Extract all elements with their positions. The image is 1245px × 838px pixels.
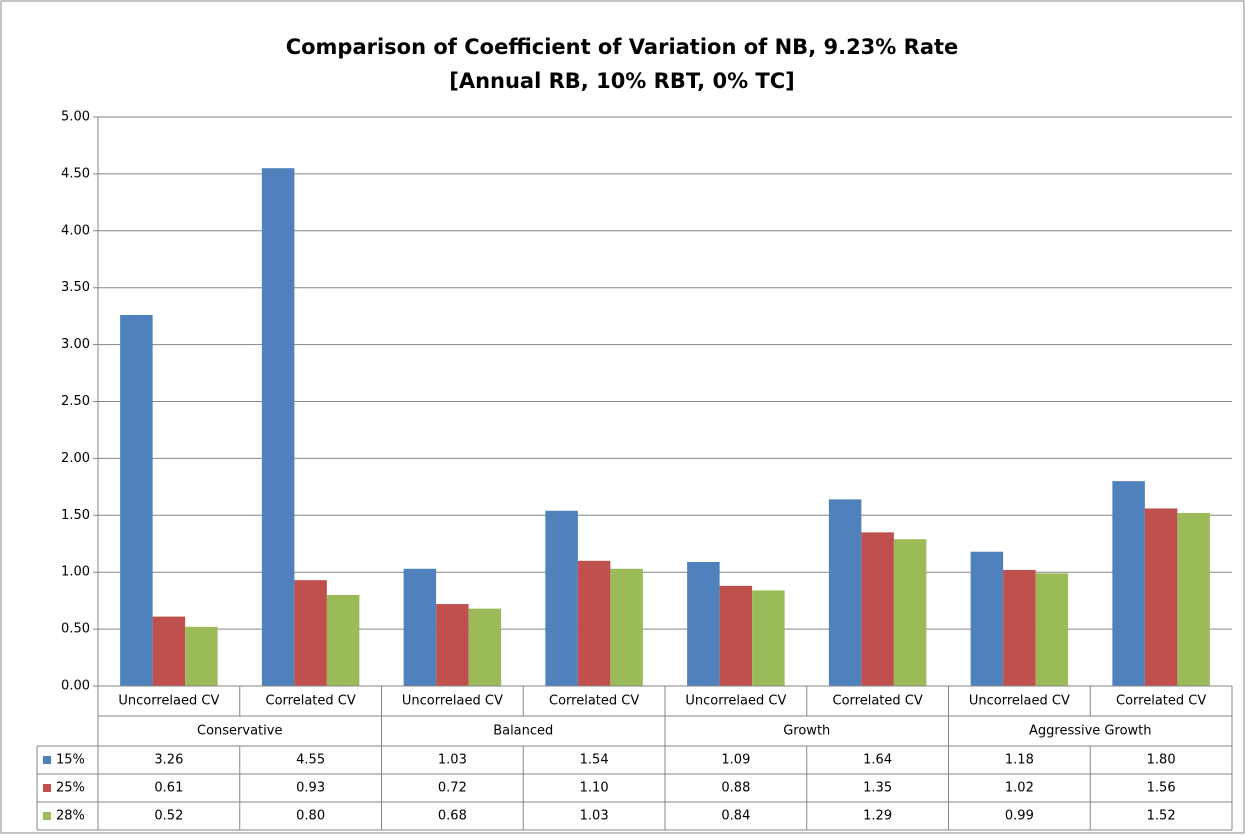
x-tick-label: Uncorrelaed CV <box>969 694 1070 709</box>
table-value: 0.80 <box>296 809 325 824</box>
table-value: 1.02 <box>1005 781 1034 796</box>
bar <box>1144 508 1178 686</box>
table-value: 0.84 <box>721 809 750 824</box>
y-tick-label: 4.00 <box>61 223 90 238</box>
bar <box>120 315 153 686</box>
chart-subtitle: [Annual RB, 10% RBT, 0% TC] <box>449 69 795 93</box>
table-value: 0.93 <box>296 781 325 796</box>
table-value: 1.35 <box>863 781 892 796</box>
y-tick-label: 0.00 <box>61 679 90 694</box>
x-tick-label: Correlated CV <box>833 694 923 709</box>
table-value: 1.52 <box>1147 809 1176 824</box>
table-value: 0.61 <box>154 781 183 796</box>
table-value: 3.26 <box>154 753 183 768</box>
x-tick-label: Uncorrelaed CV <box>685 694 786 709</box>
y-tick-label: 1.00 <box>61 565 90 580</box>
bar <box>185 626 218 686</box>
table-value: 1.09 <box>721 753 750 768</box>
bar <box>152 616 186 686</box>
group-label: Balanced <box>493 724 553 739</box>
table-value: 1.03 <box>580 809 609 824</box>
table-value: 1.56 <box>1147 781 1176 796</box>
legend-key <box>43 784 51 792</box>
legend-key <box>43 756 51 764</box>
bar <box>970 551 1004 686</box>
table-value: 1.29 <box>863 809 892 824</box>
bar <box>403 568 437 686</box>
x-tick-label: Correlated CV <box>549 694 639 709</box>
bar <box>577 560 611 686</box>
bar <box>828 499 862 686</box>
bar <box>468 608 502 686</box>
legend-key <box>43 812 51 820</box>
chart-title: Comparison of Coefficient of Variation o… <box>286 35 959 59</box>
y-tick-label: 2.50 <box>61 394 90 409</box>
table-value: 0.52 <box>154 809 183 824</box>
table-value: 0.88 <box>721 781 750 796</box>
table-value: 1.10 <box>580 781 609 796</box>
table-value: 1.80 <box>1147 753 1176 768</box>
table-value: 0.68 <box>438 809 467 824</box>
group-label: Aggressive Growth <box>1029 724 1152 739</box>
table-value: 1.64 <box>863 753 892 768</box>
bar <box>687 561 720 686</box>
y-tick-label: 3.50 <box>61 280 90 295</box>
bar <box>1003 569 1036 686</box>
y-tick-label: 4.50 <box>61 166 90 181</box>
group-label: Growth <box>783 724 830 739</box>
x-tick-label: Uncorrelaed CV <box>402 694 503 709</box>
bar <box>861 532 894 686</box>
y-tick-label: 1.50 <box>61 508 90 523</box>
bar <box>294 580 327 686</box>
bar <box>719 585 753 686</box>
x-tick-label: Correlated CV <box>1116 694 1206 709</box>
bar <box>893 539 927 686</box>
table-value: 0.72 <box>438 781 467 796</box>
y-tick-label: 5.00 <box>61 110 90 125</box>
legend-label: 28% <box>56 809 85 824</box>
legend-label: 15% <box>56 753 85 768</box>
bar <box>752 590 785 686</box>
x-tick-label: Correlated CV <box>266 694 356 709</box>
bar <box>1177 513 1210 686</box>
bar <box>1112 481 1145 686</box>
y-tick-label: 0.50 <box>61 622 90 637</box>
table-value: 1.03 <box>438 753 467 768</box>
bar <box>436 604 469 686</box>
legend-label: 25% <box>56 781 85 796</box>
y-tick-label: 3.00 <box>61 337 90 352</box>
table-value: 1.54 <box>580 753 609 768</box>
x-tick-label: Uncorrelaed CV <box>118 694 219 709</box>
table-value: 4.55 <box>296 753 325 768</box>
table-value: 0.99 <box>1005 809 1034 824</box>
bar <box>1035 573 1069 686</box>
group-label: Conservative <box>197 724 282 739</box>
bar <box>545 510 578 686</box>
bar <box>261 168 295 686</box>
bar <box>610 568 643 686</box>
y-tick-label: 2.00 <box>61 451 90 466</box>
table-value: 1.18 <box>1005 753 1034 768</box>
bar <box>326 594 360 686</box>
